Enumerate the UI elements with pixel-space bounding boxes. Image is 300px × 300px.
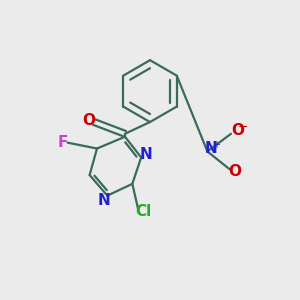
Text: O: O bbox=[228, 164, 241, 179]
Text: O: O bbox=[231, 123, 244, 138]
Text: N: N bbox=[140, 147, 153, 162]
Text: O: O bbox=[82, 113, 95, 128]
Text: −: − bbox=[238, 121, 248, 134]
Text: F: F bbox=[58, 135, 68, 150]
Text: N: N bbox=[205, 141, 217, 156]
Text: Cl: Cl bbox=[135, 204, 152, 219]
Text: N: N bbox=[98, 194, 110, 208]
Text: +: + bbox=[212, 140, 220, 150]
